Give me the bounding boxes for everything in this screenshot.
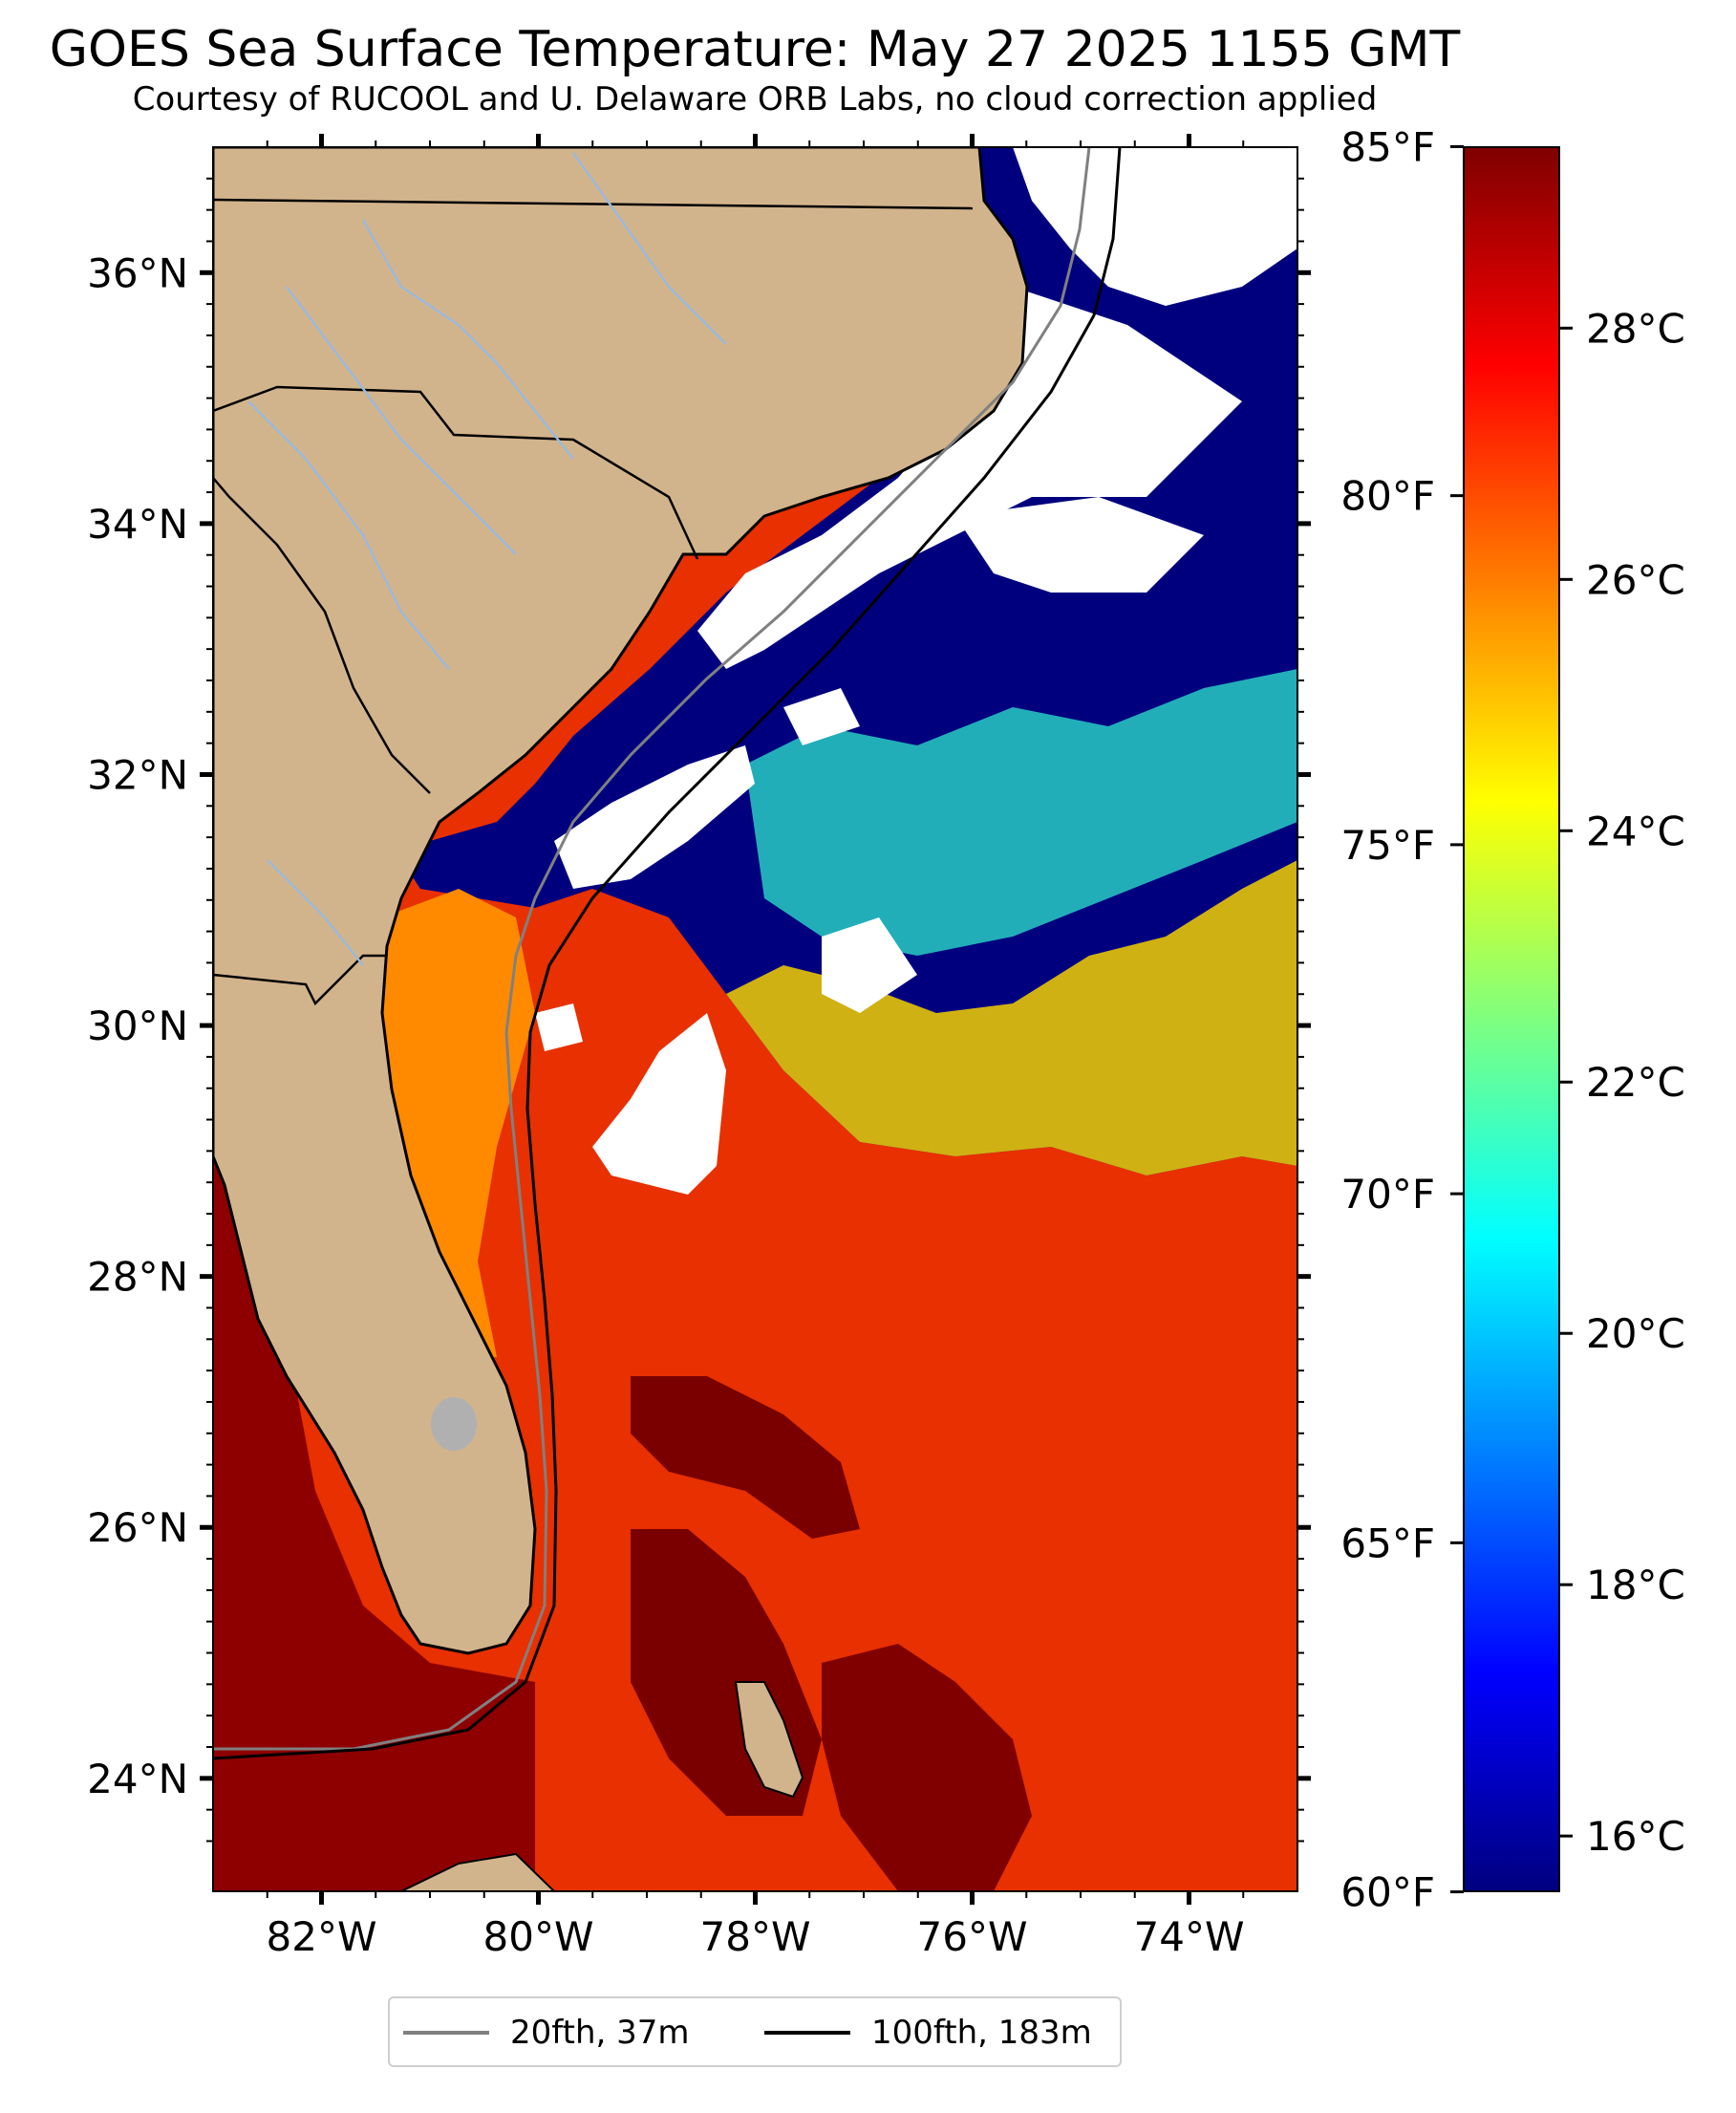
- lat-tick-label: 28°N: [87, 1254, 188, 1301]
- lon-tick-label: 78°W: [700, 1913, 811, 1960]
- colorbar-c-label: 26°C: [1586, 556, 1685, 603]
- isobath-20fth: [213, 147, 1091, 1751]
- lat-tick-label: 26°N: [87, 1504, 188, 1551]
- legend-label-20fth: 20fth, 37m: [510, 2014, 690, 2052]
- state-borders: [213, 198, 974, 1006]
- colorbar-c-label: 16°C: [1586, 1813, 1685, 1860]
- map-panel: [213, 147, 1297, 1891]
- rivers: [247, 152, 727, 966]
- lon-tick-label: 80°W: [483, 1913, 594, 1960]
- isobath-100fth: [213, 147, 1122, 1760]
- colorbar-c-label: 28°C: [1586, 305, 1685, 352]
- colorbar-f-label: 75°F: [1340, 822, 1435, 869]
- map-subtitle: Courtesy of RUCOOL and U. Delaware ORB L…: [132, 80, 1378, 119]
- lat-tick-label: 36°N: [87, 249, 188, 296]
- longitude-axis: 82°W 80°W 78°W 76°W 74°W: [267, 134, 1245, 1960]
- gulf-warm-water: [213, 1147, 535, 1891]
- colorbar-f-label: 80°F: [1340, 473, 1435, 520]
- frontal-zone: [726, 860, 1297, 1175]
- colorbar-c-label: 22°C: [1586, 1059, 1685, 1106]
- lon-tick-label: 74°W: [1134, 1913, 1245, 1960]
- colorbar-f-label: 70°F: [1340, 1171, 1435, 1218]
- land-cuba: [400, 1852, 556, 1891]
- colorbar-celsius-axis: 28°C 26°C 24°C 22°C 20°C 18°C 16°C: [1559, 305, 1685, 1860]
- colorbar-c-label: 18°C: [1586, 1562, 1685, 1608]
- legend: 20fth, 37m 100fth, 183m: [388, 1996, 1122, 2067]
- cyan-eddies: [745, 669, 1297, 956]
- map-title: GOES Sea Surface Temperature: May 27 202…: [49, 21, 1461, 78]
- lon-tick-label: 76°W: [917, 1913, 1028, 1960]
- lake-okeechobee: [431, 1397, 477, 1451]
- legend-item-100fth: 100fth, 183m: [764, 2014, 1092, 2052]
- land-andros: [734, 1681, 804, 1799]
- colorbar-c-label: 20°C: [1586, 1310, 1685, 1357]
- bahamas-bank-east: [822, 1644, 1032, 1891]
- cloud-mask: [535, 147, 1297, 1195]
- colorbar-f-label: 60°F: [1340, 1869, 1435, 1916]
- colorbar-c-label: 24°C: [1586, 808, 1685, 854]
- legend-item-20fth: 20fth, 37m: [403, 2014, 690, 2052]
- lat-tick-label: 30°N: [87, 1003, 188, 1049]
- land-us-southeast: [213, 147, 1029, 1655]
- latitude-axis: 36°N 34°N 32°N 30°N 28°N 26°N 24°N: [87, 177, 1311, 1843]
- colorbar-fahrenheit-axis: 85°F 80°F 75°F 70°F 65°F 60°F: [1340, 123, 1464, 1916]
- legend-line-100fth: [764, 2031, 850, 2035]
- colorbar-f-label: 65°F: [1340, 1520, 1435, 1566]
- lat-tick-label: 32°N: [87, 751, 188, 798]
- colorbar-f-label: 85°F: [1340, 123, 1435, 170]
- colorbar: [1463, 146, 1560, 1892]
- lat-tick-label: 24°N: [87, 1756, 188, 1802]
- lat-tick-label: 34°N: [87, 501, 188, 548]
- legend-line-20fth: [403, 2031, 489, 2035]
- lon-tick-label: 82°W: [267, 1913, 377, 1960]
- bahamas-bank-north: [631, 1376, 860, 1539]
- legend-label-100fth: 100fth, 183m: [871, 2014, 1092, 2052]
